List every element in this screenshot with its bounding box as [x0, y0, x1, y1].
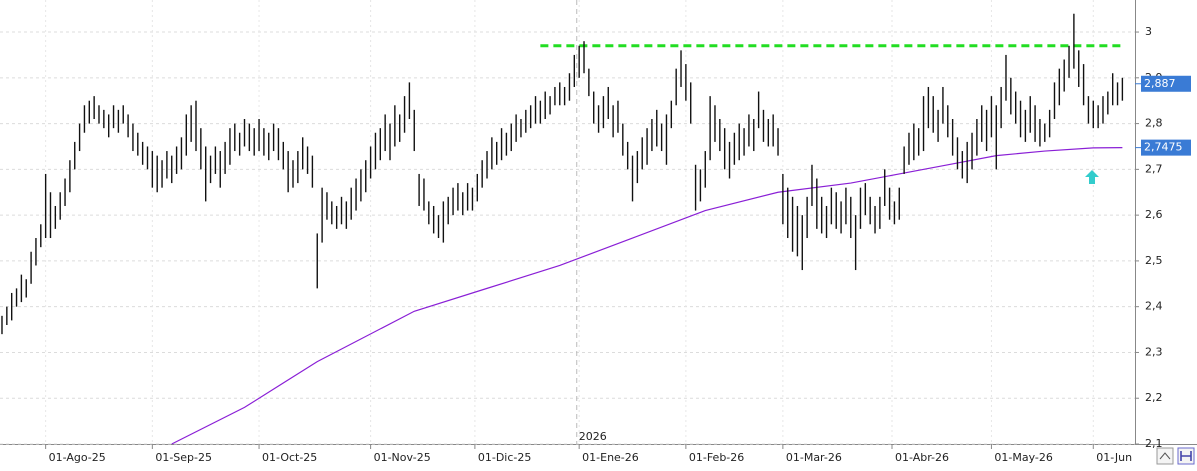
x-tick-label: 01-Abr-26: [895, 451, 949, 464]
toolbar-button[interactable]: [1156, 447, 1174, 465]
x-tick-label: 01-Jun: [1096, 451, 1132, 464]
x-tick-label: 01-Mar-26: [786, 451, 842, 464]
moving-average-line: [171, 147, 1123, 445]
y-tick-label: 2,1: [1145, 437, 1163, 450]
x-tick-label: 01-Feb-26: [689, 451, 744, 464]
y-tick-label: 2,8: [1145, 117, 1163, 130]
y-tick-label: 2,5: [1145, 254, 1163, 267]
y-tick-label: 2,2: [1145, 391, 1163, 404]
toolbar-icon: [1159, 452, 1171, 460]
price-label: 2,887: [1144, 77, 1176, 90]
x-tick-label: 01-Oct-25: [262, 451, 317, 464]
price-label-box: [1141, 75, 1191, 92]
x-tick-label: 01-Dic-25: [478, 451, 532, 464]
toolbar-icon: [1180, 451, 1192, 461]
arrow-icon: [1085, 170, 1099, 184]
year-label: 2026: [579, 430, 607, 443]
buy-arrow: [1085, 170, 1099, 184]
x-tick-label: 01-Nov-25: [374, 451, 431, 464]
y-tick-label: 2,4: [1145, 300, 1163, 313]
x-tick-label: 01-May-26: [994, 451, 1052, 464]
price-label: 2,7475: [1144, 141, 1183, 154]
x-tick-label: 01-Ene-26: [582, 451, 639, 464]
x-tick-label: 01-Sep-25: [155, 451, 212, 464]
y-tick-label: 2,7: [1145, 162, 1163, 175]
y-tick-label: 2,3: [1145, 345, 1163, 358]
x-tick-label: 01-Ago-25: [49, 451, 106, 464]
y-tick-label: 2,6: [1145, 208, 1163, 221]
price-label-box: [1141, 139, 1191, 156]
y-tick-label: 3: [1145, 25, 1152, 38]
